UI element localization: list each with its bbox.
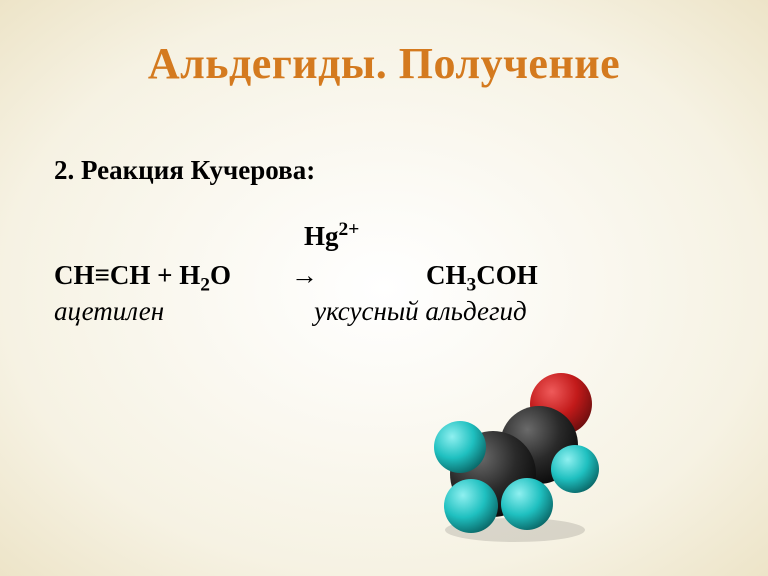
atoms-group — [434, 373, 599, 533]
compound-labels: ацетилен уксусный альдегид — [54, 293, 714, 329]
reaction-equation: CH≡CH + H2O → CH3COH — [54, 257, 714, 293]
atom-h — [434, 421, 486, 473]
arrow: → — [291, 260, 318, 290]
atom-h — [551, 445, 599, 493]
product-tail: COH — [476, 260, 538, 290]
atom-h — [501, 478, 553, 530]
label-acetylene: ацетилен — [54, 296, 164, 326]
catalyst-label: Hg2+ — [304, 218, 714, 254]
reactant-2-base: H — [179, 260, 200, 290]
catalyst-sup: 2+ — [339, 219, 360, 240]
product-sub1: 3 — [467, 274, 477, 295]
reactant-2-sub: 2 — [200, 274, 210, 295]
slide: Альдегиды. Получение 2. Реакция Кучерова… — [0, 0, 768, 576]
slide-body: 2. Реакция Кучерова: Hg2+ CH≡CH + H2O→CH… — [54, 152, 714, 330]
subheading: 2. Реакция Кучерова: — [54, 152, 714, 188]
reactant-2-tail: O — [210, 260, 231, 290]
slide-title: Альдегиды. Получение — [0, 38, 768, 89]
product-base1: CH — [426, 260, 467, 290]
molecule-model — [420, 370, 630, 550]
reactant-1: CH≡CH + — [54, 260, 179, 290]
atom-h — [444, 479, 498, 533]
catalyst-base: Hg — [304, 221, 339, 251]
label-acetaldehyde: уксусный альдегид — [314, 296, 527, 326]
